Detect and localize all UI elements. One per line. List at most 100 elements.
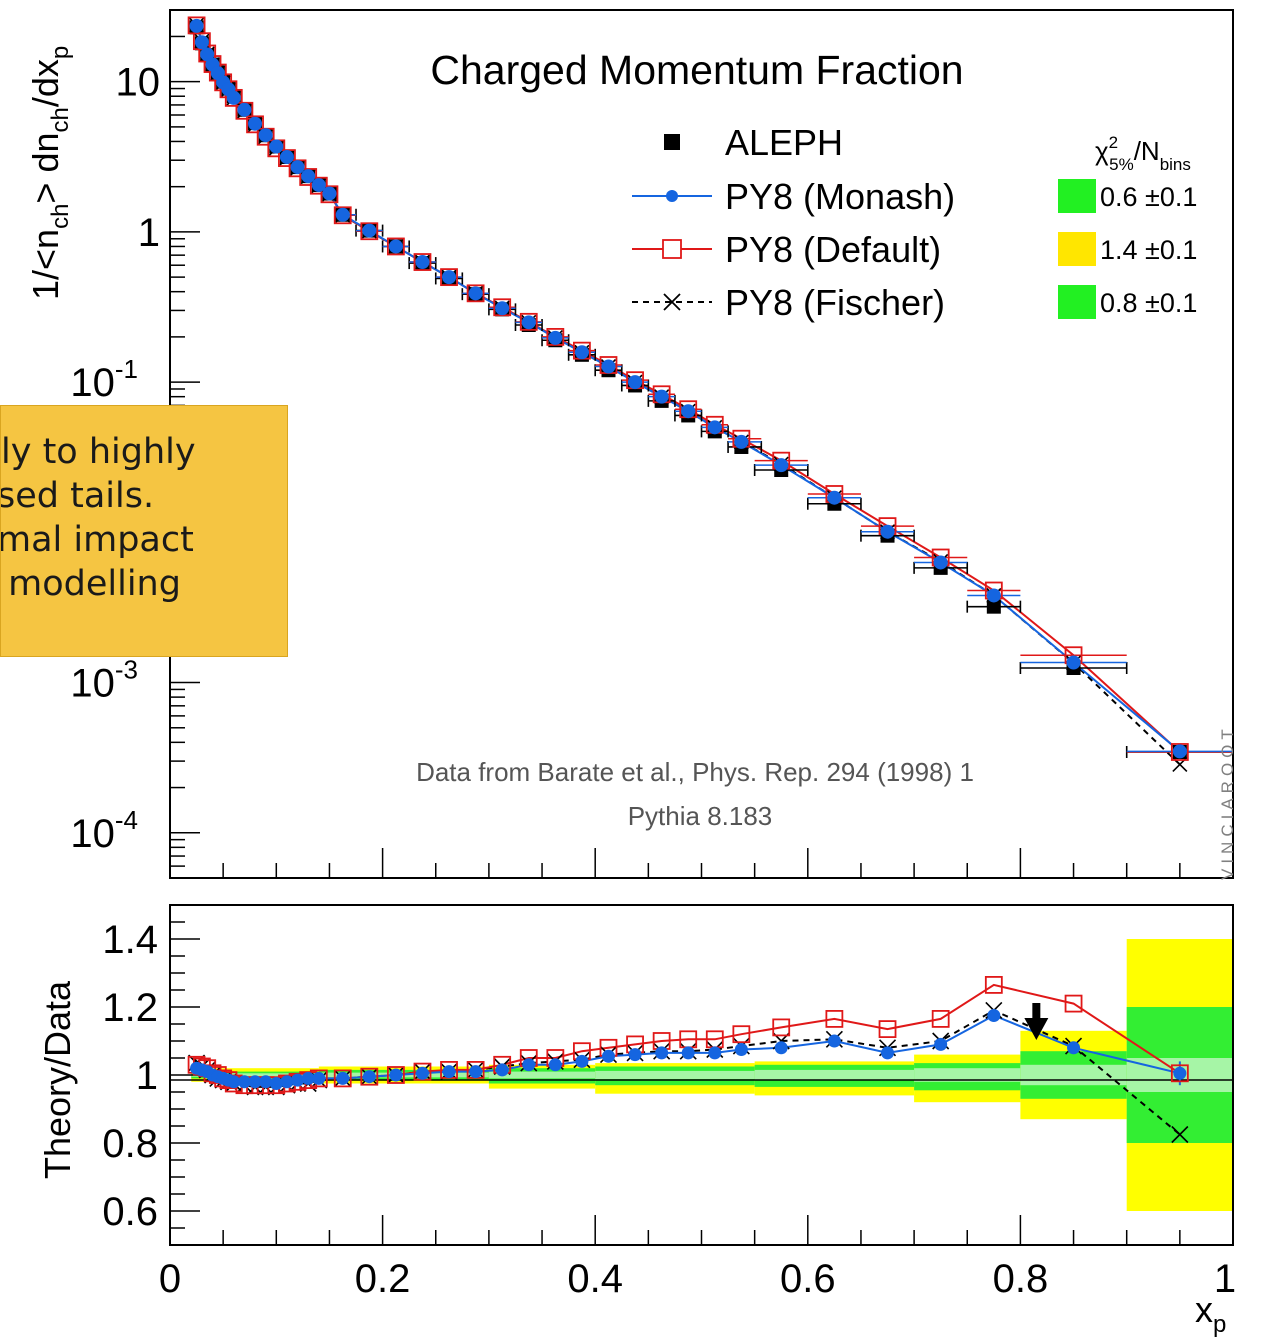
y-tick-label: 0.8: [102, 1122, 158, 1166]
ratio-monash-point: [681, 1046, 695, 1060]
lower-x-axis: 0 0.2 0.4 0.6 0.8 1: [159, 1215, 1236, 1301]
band-light: [488, 1071, 596, 1079]
default-point: [466, 284, 485, 303]
monash-point: [362, 223, 377, 238]
upper-y-label: 1/<nch> dnch/dxp: [25, 46, 74, 300]
chi2-header-sup: 2: [1109, 133, 1118, 152]
band-light: [754, 1069, 915, 1081]
series-default-line: [195, 25, 1181, 753]
y-tick-label-exponent: -3: [115, 655, 138, 685]
ratio-default-point: [984, 976, 1003, 994]
legend-marker-default: [662, 239, 682, 259]
ratio-monash-point: [389, 1068, 403, 1082]
monash-point: [827, 490, 842, 505]
x-tick-label: 0.8: [993, 1257, 1049, 1301]
ratio-monash-point: [269, 1077, 283, 1090]
generator-annotation: Pythia 8.183: [628, 801, 773, 831]
y-tick-label-base: 10: [70, 361, 115, 405]
monash-point: [301, 169, 316, 184]
ratio-monash-point: [362, 1070, 376, 1084]
y-tick-label: 10-3: [70, 655, 138, 706]
x-axis-label: xp: [1195, 1289, 1226, 1338]
legend-marker-monash: [666, 190, 678, 202]
ratio-monash-point: [708, 1046, 722, 1060]
default-point: [333, 206, 352, 225]
ratio-monash-point: [734, 1043, 748, 1056]
overlay-note-line: mal impact: [0, 520, 194, 560]
monash-point: [322, 186, 337, 201]
monash-point: [237, 102, 252, 117]
monash-point: [1066, 655, 1081, 670]
y-tick-label: 10-1: [70, 354, 138, 405]
ratio-fischer-point: [1171, 1125, 1189, 1144]
down-arrow-icon: [1024, 1003, 1049, 1040]
monash-point: [601, 359, 616, 374]
overlay-note-line: modelling: [0, 564, 181, 604]
y-tick-label-base: 10: [70, 662, 115, 706]
legend-label: ALEPH: [725, 122, 843, 163]
y-tick-label: 1.4: [102, 918, 158, 962]
monash-point: [774, 458, 789, 473]
watermark: VINCIAROOT: [1218, 724, 1237, 880]
ratio-default-point: [1170, 1064, 1189, 1083]
ratio-default-point: [825, 1010, 844, 1028]
y-tick-label-base: 10: [116, 61, 161, 105]
overlay-note-line: ly to highly: [1, 432, 196, 472]
y-tick-label: 10-4: [70, 805, 138, 856]
lower-series: [187, 976, 1189, 1144]
series-monash-line: [195, 25, 1181, 753]
y-tick-label: 0.6: [102, 1190, 158, 1234]
ratio-monash-point: [301, 1071, 315, 1085]
ratio-default-point: [878, 1020, 897, 1038]
monash-point: [654, 389, 669, 404]
monash-point: [521, 315, 536, 330]
monash-point: [388, 239, 403, 254]
ratio-monash-point: [336, 1071, 350, 1085]
monash-point: [311, 178, 326, 193]
data-source-annotation: Data from Barate et al., Phys. Rep. 294 …: [416, 757, 974, 787]
default-point: [440, 268, 458, 287]
monash-point: [269, 139, 284, 154]
chi2-header: χ2 5%/Nbins: [1095, 133, 1191, 174]
ratio-monash-point: [415, 1066, 429, 1080]
band-light: [191, 1073, 319, 1077]
chi2-swatch: [1058, 285, 1096, 319]
upper-series: [187, 16, 1234, 773]
series-fischer-line: [195, 24, 1181, 766]
ratio-monash-point: [934, 1037, 948, 1051]
x-tick-label: 0.4: [567, 1257, 623, 1301]
upper-x-axis: [169, 848, 1234, 878]
ratio-monash-point: [291, 1073, 305, 1087]
default-point: [413, 253, 432, 271]
chi2-header-rest: /N: [1134, 136, 1160, 166]
monash-point: [442, 270, 457, 285]
overlay-note: ly to highly sed tails. mal impact model…: [0, 405, 288, 657]
monash-point: [548, 330, 563, 345]
ratio-monash-point: [575, 1054, 589, 1068]
ratio-monash-point: [248, 1075, 262, 1089]
ratio-monash-point: [259, 1075, 273, 1089]
ratio-default-point: [360, 1067, 379, 1086]
y-tick-label-exponent: -4: [115, 805, 138, 835]
ratio-monash-point: [881, 1046, 895, 1060]
lower-y-axis: 0.6 0.8 1 1.2 1.4: [102, 904, 200, 1246]
chi2-header-symbol: χ: [1095, 136, 1109, 166]
ratio-monash-point: [1067, 1041, 1081, 1055]
ratio-default-point: [333, 1069, 352, 1088]
monash-point: [279, 150, 294, 165]
chi2-value: 1.4 ±0.1: [1100, 235, 1197, 265]
legend-label: PY8 (Fischer): [725, 282, 945, 323]
y-tick-label: 1.2: [102, 986, 158, 1030]
monash-point: [628, 375, 643, 390]
chi2-swatch: [1058, 232, 1096, 266]
y-tick-label: 1: [138, 211, 160, 255]
monash-point: [189, 18, 204, 33]
y-tick-label: 1: [136, 1054, 158, 1098]
monash-point: [734, 434, 749, 449]
ratio-default-point: [1064, 994, 1083, 1013]
ratio-monash-point: [1173, 1066, 1187, 1080]
aleph-point: [986, 599, 1001, 614]
ratio-default-point: [931, 1010, 950, 1028]
y-tick-label-base: 10: [70, 812, 115, 856]
chi2-value: 0.8 ±0.1: [1100, 288, 1197, 318]
